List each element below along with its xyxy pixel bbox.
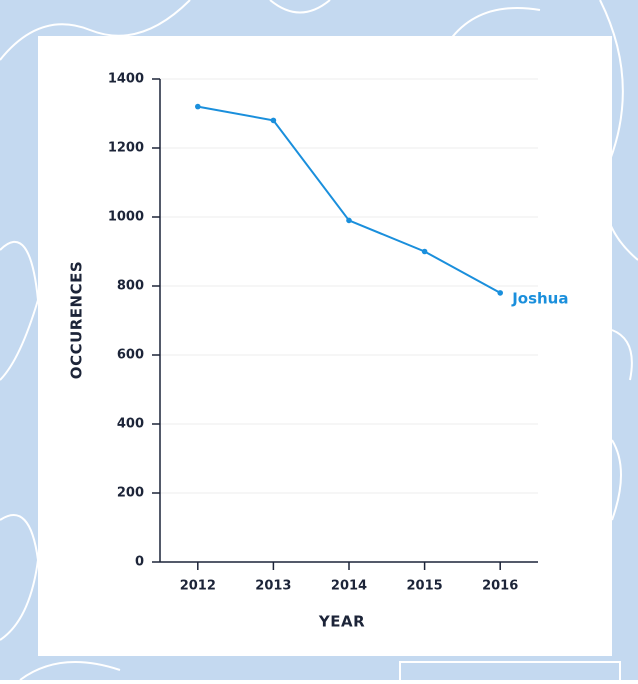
series-label: Joshua — [511, 289, 568, 307]
point — [421, 248, 428, 255]
x-tick-label: 2013 — [255, 579, 291, 594]
y-tick-label: 1200 — [108, 141, 144, 156]
plot-area: 0 200 400 600 800 1000 1200 1400 2012 2013 2014 201… — [108, 72, 569, 594]
y-tick-label: 1400 — [108, 72, 144, 87]
x-tick-label: 2015 — [407, 579, 443, 594]
point — [497, 290, 504, 296]
y-axis-title: OCCURENCES — [68, 261, 86, 379]
y-tick-label: 600 — [117, 348, 144, 363]
y-tick-label: 0 — [135, 555, 144, 570]
card — [38, 36, 612, 656]
point — [270, 117, 277, 124]
y-tick-label: 400 — [117, 417, 144, 432]
x-tick-label: 2016 — [482, 579, 518, 594]
x-tick-label: 2012 — [180, 579, 216, 594]
x-tick-label: 2014 — [331, 579, 367, 594]
y-tick-label: 200 — [117, 486, 144, 501]
y-tick-label: 1000 — [108, 210, 144, 225]
point — [195, 103, 201, 110]
y-tick-label: 800 — [117, 279, 144, 294]
x-axis-title: YEAR — [318, 613, 365, 631]
point — [346, 217, 352, 224]
